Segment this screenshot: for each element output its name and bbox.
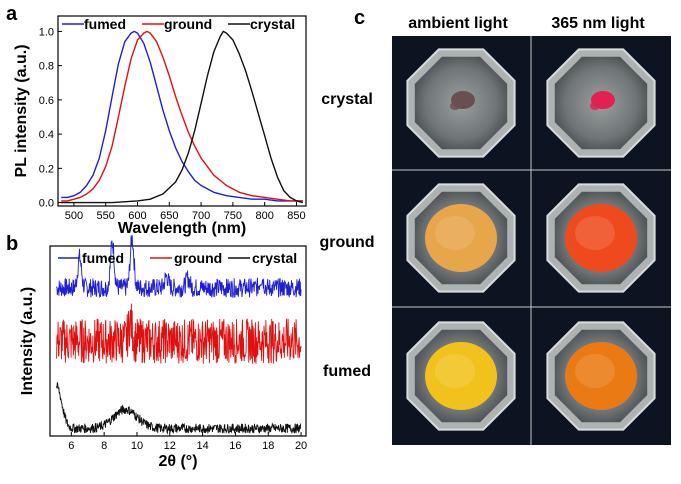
x-axis-label: 2θ (°) <box>158 453 197 470</box>
y-axis-label: Intensity (a.u.) <box>19 287 36 395</box>
xrd-chart: 6 8 10 12 14 16 18 20 fumed ground crystal 2θ (°)… <box>19 235 307 470</box>
x-tick-label: 650 <box>160 210 178 222</box>
legend: fumed ground crystal <box>58 250 297 266</box>
x-tick-label: 6 <box>68 440 74 452</box>
legend-label-ground: ground <box>174 250 222 266</box>
x-tick-label: 10 <box>131 440 143 452</box>
series-lines <box>61 30 303 204</box>
photo-cell <box>546 321 656 431</box>
x-tick-label: 500 <box>65 210 83 222</box>
legend: fumed ground crystal <box>62 16 295 32</box>
legend-label-ground: ground <box>164 16 212 32</box>
panel-label-b: b <box>6 233 18 255</box>
sample-fragment <box>590 102 600 110</box>
legend-label-crystal: crystal <box>252 250 297 266</box>
x-axis-label: Wavelength (nm) <box>118 220 246 237</box>
sample-highlight <box>575 216 615 250</box>
photo-cell <box>546 183 656 293</box>
y-axis-label: PL intensity (a.u.) <box>13 44 30 177</box>
y-tick-label: 0.0 <box>39 198 54 210</box>
photo-cell <box>406 321 516 431</box>
sample-powder <box>565 342 637 410</box>
x-tick-label: 14 <box>196 440 208 452</box>
x-tick-label: 16 <box>229 440 241 452</box>
x-ticks: 500 550 600 650 700 750 800 850 <box>65 202 306 222</box>
x-ticks: 6 8 10 12 14 16 18 20 <box>68 432 307 452</box>
x-tick-label: 18 <box>262 440 274 452</box>
series-line-crystal <box>61 30 303 204</box>
y-tick-label: 1.0 <box>39 26 54 38</box>
x-tick-label: 12 <box>164 440 176 452</box>
series-line-fumed <box>56 235 302 299</box>
series-line-fumed <box>61 30 303 202</box>
sample-powder <box>425 204 497 272</box>
sample-powder <box>565 204 637 272</box>
legend-label-crystal: crystal <box>250 16 295 32</box>
photo-grid: ambient light 365 nm light crystal groun… <box>319 15 671 445</box>
x-tick-label: 850 <box>287 210 305 222</box>
photo-cell <box>546 48 656 158</box>
sample-powder <box>425 342 497 410</box>
photo-cell <box>406 48 516 158</box>
y-tick-label: 0.6 <box>39 95 54 107</box>
row-label-ground: ground <box>319 234 374 251</box>
series-line-crystal <box>56 382 302 435</box>
series-line-ground <box>61 30 303 202</box>
panel-label-a: a <box>6 3 18 25</box>
panel-label-c: c <box>354 7 365 29</box>
series-line-ground <box>56 303 302 364</box>
photo-cell <box>406 183 516 293</box>
x-tick-label: 750 <box>224 210 242 222</box>
plot-frame <box>57 15 307 207</box>
x-tick-label: 550 <box>97 210 115 222</box>
y-tick-label: 0.8 <box>39 61 54 73</box>
sample-fragment <box>450 102 460 110</box>
x-tick-label: 8 <box>101 440 107 452</box>
sample-highlight <box>575 354 615 388</box>
legend-label-fumed: fumed <box>82 250 124 266</box>
x-tick-label: 20 <box>295 440 307 452</box>
legend-label-fumed: fumed <box>84 16 126 32</box>
y-ticks: 0.0 0.2 0.4 0.6 0.8 1.0 <box>39 26 62 210</box>
sample-highlight <box>435 216 475 250</box>
pl-spectra-chart: 0.0 0.2 0.4 0.6 0.8 1.0 500 550 600 650 700 750 800… <box>13 15 307 237</box>
plot-frame <box>49 245 307 437</box>
x-tick-label: 700 <box>192 210 210 222</box>
sample-highlight <box>435 354 475 388</box>
row-label-crystal: crystal <box>321 91 373 108</box>
row-label-fumed: fumed <box>323 363 371 380</box>
column-header-ambient: ambient light <box>408 15 508 32</box>
x-tick-label: 800 <box>255 210 273 222</box>
x-tick-label: 600 <box>128 210 146 222</box>
y-tick-label: 0.4 <box>39 129 54 141</box>
column-header-uv: 365 nm light <box>551 15 645 32</box>
photo-cells <box>406 48 656 431</box>
series-lines <box>56 235 302 435</box>
y-tick-label: 0.2 <box>39 163 54 175</box>
